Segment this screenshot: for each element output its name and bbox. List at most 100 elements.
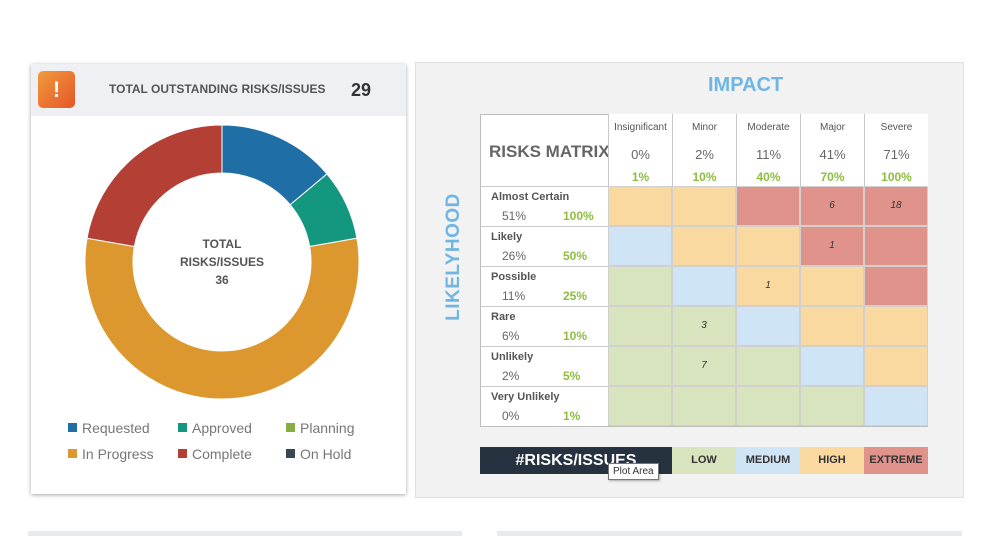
column-score: 10% (692, 170, 717, 184)
legend-swatch (286, 423, 295, 432)
matrix-cell[interactable]: 7 (672, 346, 736, 386)
matrix-cell[interactable] (608, 386, 672, 426)
row-score: 25% (563, 289, 588, 303)
matrix-cell[interactable]: 6 (800, 186, 864, 226)
column-name: Moderate (747, 122, 790, 133)
legend-swatch (68, 423, 77, 432)
matrix-cell[interactable] (608, 306, 672, 346)
card-title: TOTAL OUTSTANDING RISKS/ISSUES (109, 82, 326, 96)
matrix-cell[interactable] (672, 266, 736, 306)
matrix-cell[interactable] (672, 226, 736, 266)
matrix-cell[interactable] (864, 226, 928, 266)
matrix-cell[interactable] (608, 266, 672, 306)
legend-label: In Progress (82, 446, 154, 462)
legend-high: HIGH (800, 447, 864, 474)
matrix-cell[interactable]: 1 (736, 266, 800, 306)
column-name: Severe (880, 122, 913, 133)
next-card-edge (497, 531, 962, 536)
row-percent: 26% (502, 249, 527, 263)
matrix-cell[interactable] (672, 386, 736, 426)
matrix-cell[interactable]: 18 (864, 186, 928, 226)
next-card-edge (28, 531, 462, 536)
likelyhood-title: LIKELYHOOD (443, 193, 464, 321)
matrix-cell[interactable] (800, 346, 864, 386)
row-name: Almost Certain (491, 191, 570, 203)
legend-swatch (68, 449, 77, 458)
matrix-cell[interactable] (864, 386, 928, 426)
row-header-almost-certain: Almost Certain 51% 100% (481, 186, 608, 226)
column-header-moderate: Moderate 11% 40% (736, 114, 800, 186)
column-header-insignificant: Insignificant 0% 1% (608, 114, 672, 186)
matrix-cell[interactable] (800, 306, 864, 346)
legend-item-approved[interactable]: Approved (178, 420, 252, 436)
legend-swatch (286, 449, 295, 458)
column-score: 1% (631, 170, 650, 184)
matrix-cell[interactable] (736, 186, 800, 226)
column-percent: 11% (755, 147, 782, 162)
status-donut-chart[interactable]: TOTAL RISKS/ISSUES 36 (84, 124, 360, 400)
legend-label: On Hold (300, 446, 352, 462)
column-percent: 0% (631, 147, 650, 162)
column-percent: 71% (883, 147, 910, 162)
matrix-cell[interactable] (864, 346, 928, 386)
row-name: Very Unlikely (491, 391, 560, 403)
donut-slice-complete[interactable] (86, 124, 223, 248)
plot-area-tooltip: Plot Area (608, 463, 659, 480)
legend-low: LOW (672, 447, 736, 474)
legend-item-in-progress[interactable]: In Progress (68, 446, 154, 462)
row-header-possible: Possible 11% 25% (481, 266, 608, 306)
row-header-rare: Rare 6% 10% (481, 306, 608, 346)
row-percent: 6% (502, 329, 520, 343)
column-header-severe: Severe 71% 100% (864, 114, 928, 186)
column-name: Major (819, 122, 845, 133)
legend-label: Planning (300, 420, 355, 436)
row-percent: 51% (502, 209, 527, 223)
legend-label: Approved (192, 420, 252, 436)
matrix-cell[interactable] (864, 266, 928, 306)
column-score: 70% (820, 170, 845, 184)
matrix-cell[interactable]: 1 (800, 226, 864, 266)
matrix-cell[interactable] (736, 226, 800, 266)
donut-center-line1: TOTAL (203, 237, 242, 251)
risks-matrix-title: RISKS MATRIX (489, 142, 610, 161)
legend-item-complete[interactable]: Complete (178, 446, 252, 462)
row-score: 5% (563, 369, 581, 383)
matrix-cell[interactable] (736, 386, 800, 426)
row-header-unlikely: Unlikely 2% 5% (481, 346, 608, 386)
legend-item-planning[interactable]: Planning (286, 420, 355, 436)
column-header-minor: Minor 2% 10% (672, 114, 736, 186)
matrix-cell[interactable] (800, 386, 864, 426)
matrix-cell[interactable] (608, 226, 672, 266)
row-name: Unlikely (491, 351, 534, 363)
column-percent: 2% (695, 147, 714, 162)
legend-swatch (178, 449, 187, 458)
row-score: 50% (563, 249, 588, 263)
row-header-very-unlikely: Very Unlikely 0% 1% (481, 386, 608, 426)
row-score: 1% (563, 409, 581, 423)
row-percent: 0% (502, 409, 520, 423)
row-percent: 11% (502, 289, 526, 303)
row-score: 100% (563, 209, 594, 223)
matrix-cell[interactable] (608, 346, 672, 386)
matrix-cell[interactable] (800, 266, 864, 306)
legend-item-requested[interactable]: Requested (68, 420, 150, 436)
legend-medium: MEDIUM (736, 447, 800, 474)
matrix-cell[interactable]: 3 (672, 306, 736, 346)
legend-item-on-hold[interactable]: On Hold (286, 446, 351, 462)
column-score: 100% (881, 170, 912, 184)
matrix-cell[interactable] (672, 186, 736, 226)
matrix-cell[interactable] (864, 306, 928, 346)
donut-slice-in-progress[interactable] (84, 237, 360, 400)
column-name: Insignificant (614, 122, 667, 133)
row-header-likely: Likely 26% 50% (481, 226, 608, 266)
legend-label: Requested (82, 420, 150, 436)
legend-label: Complete (192, 446, 252, 462)
donut-center-line2: RISKS/ISSUES (180, 255, 264, 269)
matrix-cell[interactable] (608, 186, 672, 226)
matrix-cell[interactable] (736, 306, 800, 346)
matrix-cell[interactable] (736, 346, 800, 386)
outstanding-risks-card: ! TOTAL OUTSTANDING RISKS/ISSUES 29 TOTA… (31, 64, 406, 494)
column-name: Minor (691, 122, 717, 133)
row-name: Rare (491, 311, 516, 323)
row-name: Likely (491, 231, 523, 243)
